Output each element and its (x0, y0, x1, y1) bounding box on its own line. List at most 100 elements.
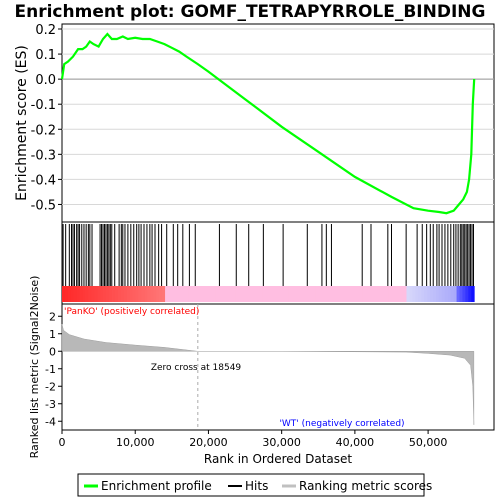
color-bar-segment (271, 286, 275, 302)
color-bar-segment (438, 286, 443, 302)
color-bar-segment (371, 286, 375, 302)
color-bar-segment (279, 286, 284, 302)
x-tick-label: 10,000 (116, 436, 155, 449)
ranking-y-axis-label: Ranked list metric (Signal2Noise) (28, 276, 41, 459)
x-axis: 0 10,000 20,000 30,000 40,000 50,000 (59, 430, 447, 449)
ranking-y-tick-label: -2 (45, 380, 56, 393)
color-bar-segment (129, 286, 134, 302)
color-bar-segment (120, 286, 125, 302)
color-bar-segment (147, 286, 151, 302)
color-bar-segment (412, 286, 416, 302)
color-bar-segment (291, 286, 296, 302)
color-bar-segment (441, 286, 446, 302)
es-y-tick-label: -0.3 (31, 148, 56, 163)
color-bar-segment (212, 286, 216, 302)
color-bar-segment (324, 286, 328, 302)
color-bar-segment (259, 286, 263, 302)
color-bar-segment (403, 286, 407, 302)
color-bar-segment (362, 286, 366, 302)
color-bar-segment (274, 286, 278, 302)
color-bar-segment (359, 286, 363, 302)
es-gridlines (62, 28, 494, 205)
color-bar-segment (135, 286, 139, 302)
color-bar-segment (70, 286, 75, 302)
es-y-tick-label: -0.5 (31, 198, 56, 213)
color-bar-segment (253, 286, 257, 302)
color-bar-segment (435, 286, 440, 302)
color-bar-segment (203, 286, 207, 302)
color-bar-segment (391, 286, 396, 302)
color-bar-segment (332, 286, 337, 302)
color-bar-segment (344, 286, 349, 302)
color-bar-segment (85, 286, 89, 302)
es-y-tick-label: -0.4 (31, 173, 56, 188)
color-bar-segment (244, 286, 248, 302)
color-bar-segment (256, 286, 260, 302)
color-bar-segment (347, 286, 351, 302)
ranking-y-tick-label: 1 (49, 328, 56, 341)
color-bar-segment (397, 286, 402, 302)
color-bar-segment (232, 286, 237, 302)
ranking-y-tick-label: -3 (45, 398, 56, 411)
color-bar-segment (150, 286, 154, 302)
color-bar-segment (430, 286, 434, 302)
color-bar-segment (421, 286, 425, 302)
color-bar-segment (294, 286, 298, 302)
color-bar-segment (229, 286, 234, 302)
color-bar-segment (282, 286, 287, 302)
color-bar-segment (444, 286, 449, 302)
color-bar-segment (447, 286, 452, 302)
color-bar-segment (394, 286, 399, 302)
color-bar-segment (250, 286, 254, 302)
color-bar-segment (159, 286, 163, 302)
color-bar-segment (223, 286, 228, 302)
color-bar-segment (300, 286, 304, 302)
color-bar-segment (206, 286, 210, 302)
color-bar-segment (374, 286, 378, 302)
color-bar-segment (306, 286, 310, 302)
color-bar-segment (238, 286, 243, 302)
ranking-metric-area (61, 304, 475, 430)
color-bar-segment (138, 286, 142, 302)
color-bar-segment (170, 286, 175, 302)
color-bar-segment (185, 286, 190, 302)
positive-correlation-label: 'PanKO' (positively correlated) (64, 307, 199, 317)
color-bar-segment (400, 286, 404, 302)
color-bar-segment (318, 286, 322, 302)
color-bar-segment (329, 286, 334, 302)
ranking-panel-frame (61, 303, 495, 431)
color-bar-segment (327, 286, 331, 302)
color-bar-segment (427, 286, 431, 302)
ranking-y-tick-label: -1 (45, 363, 56, 376)
color-bar-segment (335, 286, 340, 302)
ranking-y-tick-label: 2 (49, 310, 56, 323)
es-y-axis: 0.2 0.1 0.0 -0.1 -0.2 -0.3 -0.4 -0.5 (31, 23, 62, 213)
color-bar-segment (265, 286, 269, 302)
color-bar-segment (356, 286, 360, 302)
color-bar-segment (226, 286, 231, 302)
color-bar-segment (297, 286, 301, 302)
color-bar-segment (194, 286, 198, 302)
color-bar-segment (115, 286, 119, 302)
color-bar-segment (468, 286, 472, 302)
es-y-tick-label: -0.2 (31, 123, 56, 138)
color-bar-segment (76, 286, 81, 302)
color-bar-segment (450, 286, 455, 302)
color-bar-segment (103, 286, 107, 302)
color-bar-segment (197, 286, 201, 302)
color-bar-segment (79, 286, 84, 302)
negative-correlation-label: 'WT' (negatively correlated) (279, 419, 404, 429)
color-bar-segment (377, 286, 381, 302)
color-bar-segment (141, 286, 145, 302)
correlation-color-bar (62, 286, 475, 302)
color-bar-segment (415, 286, 419, 302)
color-bar-segment (200, 286, 204, 302)
color-bar-segment (453, 286, 457, 302)
hit-bars (62, 224, 474, 286)
color-bar-segment (368, 286, 372, 302)
color-bar-segment (62, 286, 66, 302)
color-bar-segment (179, 286, 184, 302)
x-axis-label: Rank in Ordered Dataset (204, 452, 352, 466)
color-bar-segment (388, 286, 393, 302)
